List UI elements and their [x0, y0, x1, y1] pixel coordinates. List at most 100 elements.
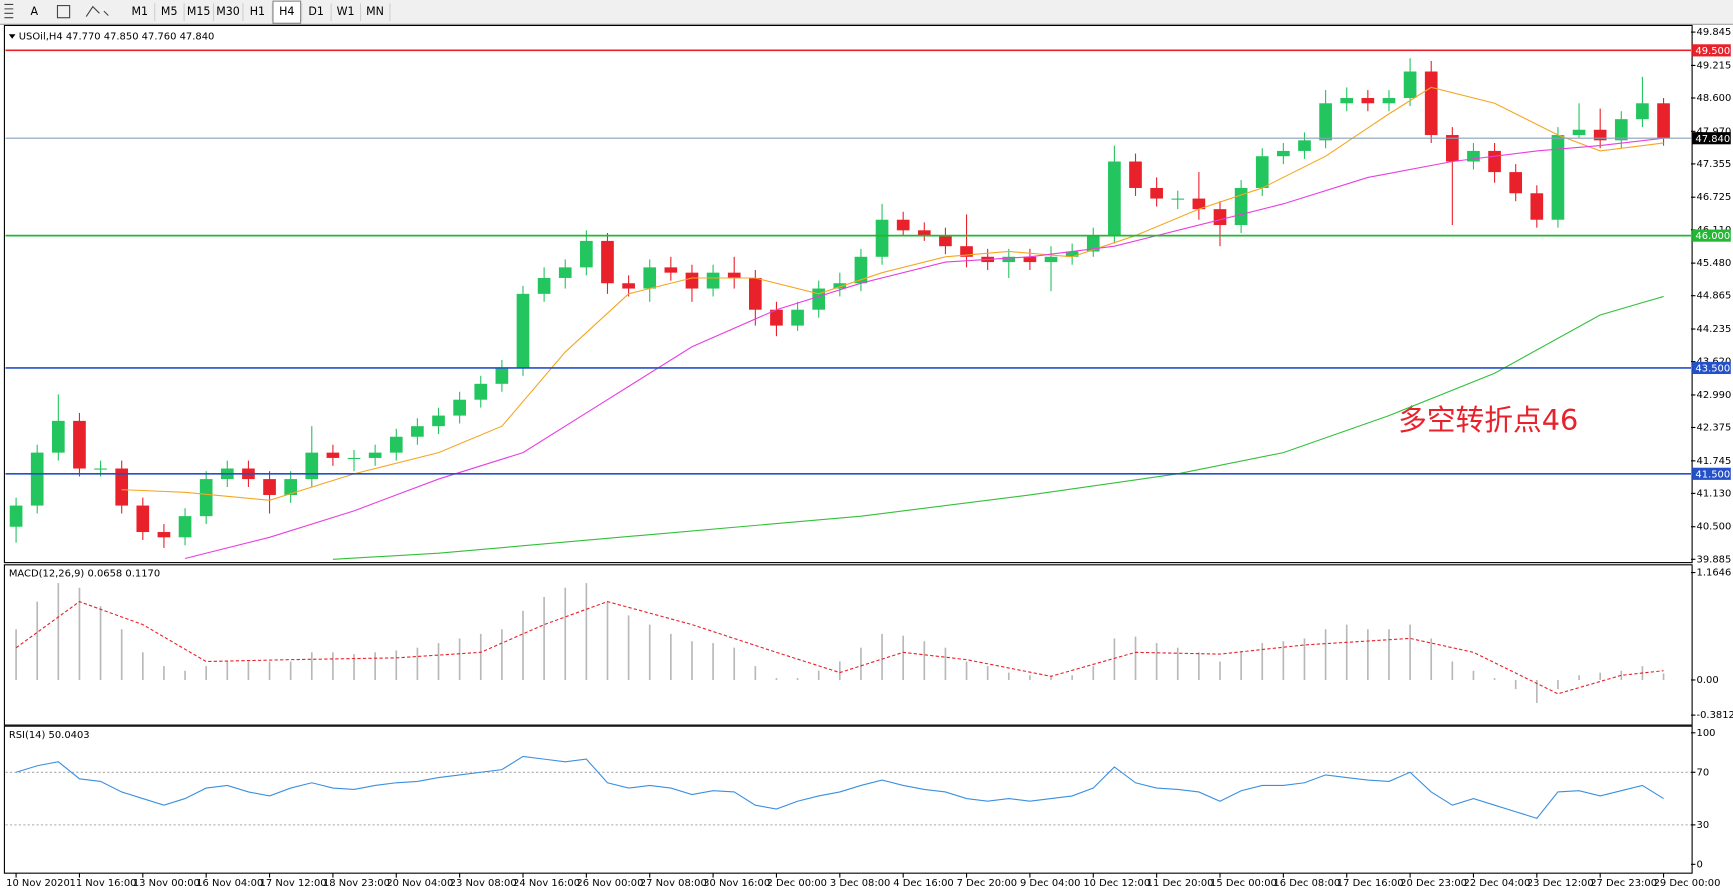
price-level-box	[1692, 467, 1731, 480]
candle-body	[1129, 161, 1142, 188]
candle-body	[1551, 135, 1565, 220]
candle-body	[115, 468, 129, 506]
y-tick-label: 40.500	[1697, 522, 1732, 533]
timeframe-button[interactable]: H4	[279, 5, 294, 18]
y-tick-label: 47.355	[1697, 159, 1732, 170]
timeframe-button[interactable]: M15	[187, 5, 211, 18]
x-tick-label: 20 Nov 04:00	[386, 878, 453, 889]
tool-button[interactable]: A	[30, 5, 38, 18]
candle-body	[453, 399, 466, 416]
price-level-box	[1692, 44, 1731, 57]
y-tick-label: 47.970	[1697, 126, 1732, 137]
y-tick-label: 70	[1697, 767, 1710, 778]
candle-body	[960, 246, 973, 257]
candle-body	[1636, 103, 1649, 120]
candle-body	[284, 479, 297, 495]
candle-body	[1065, 251, 1079, 257]
toolbar-icons	[4, 3, 109, 19]
crosshair-icon[interactable]	[4, 3, 14, 19]
rsi-line	[15, 755, 1664, 819]
x-tick-label: 11 Dec 20:00	[1147, 878, 1214, 889]
x-tick-label: 15 Dec 00:00	[1210, 878, 1277, 889]
y-tick-label: 100	[1697, 728, 1716, 739]
y-tick-label: 0.00	[1697, 675, 1719, 686]
candle-body	[389, 436, 403, 453]
y-tick-label: 42.375	[1697, 422, 1732, 433]
price-level-label: 47.840	[1695, 134, 1730, 145]
candle-body	[495, 367, 509, 384]
active-timeframe[interactable]	[272, 0, 302, 24]
y-tick-label: 41.130	[1697, 488, 1732, 499]
x-tick-label: 10 Dec 12:00	[1083, 878, 1150, 889]
y-tick-label: -0.3812	[1697, 710, 1733, 721]
candle-body	[178, 516, 192, 538]
timeframe-button[interactable]: M30	[216, 5, 240, 18]
candle-body	[1277, 150, 1290, 157]
timeframe-button[interactable]: M5	[161, 5, 178, 18]
candle-body	[664, 267, 678, 273]
timeframe-button[interactable]: D1	[308, 5, 324, 18]
candle-body	[875, 219, 889, 257]
price-level-box	[1692, 229, 1731, 242]
candle-body	[1023, 256, 1037, 263]
candle-body	[643, 267, 657, 289]
y-tick-label: 39.885	[1697, 554, 1732, 565]
x-tick-label: 4 Dec 16:00	[893, 878, 954, 889]
candle-body	[30, 452, 44, 506]
candle-body	[1319, 103, 1332, 141]
candle-body	[1572, 129, 1586, 136]
shapes-icon[interactable]	[85, 5, 109, 17]
x-tick-label: 23 Nov 08:00	[450, 878, 517, 889]
candle-body	[1382, 97, 1396, 104]
candle-body	[1340, 97, 1354, 104]
x-tick-label: 7 Dec 20:00	[957, 878, 1018, 889]
candle-body	[1424, 71, 1438, 136]
x-tick-label: 29 Dec 00:00	[1654, 878, 1721, 889]
timeframe-button[interactable]: W1	[337, 5, 355, 18]
collapse-arrow[interactable]	[8, 34, 16, 39]
macd-title: MACD(12,26,9) 0.0658 0.1170	[9, 569, 160, 580]
candle-body	[516, 293, 530, 368]
x-tick-label: 13 Nov 00:00	[133, 878, 200, 889]
candle-body	[73, 420, 86, 469]
candle-body	[1150, 187, 1163, 199]
price-level-box	[1692, 361, 1731, 375]
text-label-icon[interactable]	[56, 5, 71, 19]
candle-body	[854, 256, 868, 284]
candle-body	[1361, 97, 1375, 104]
candle-body	[748, 277, 762, 310]
x-tick-label: 27 Nov 08:00	[640, 878, 707, 889]
candle-body	[1467, 150, 1480, 162]
candle-body	[896, 219, 910, 231]
price-level-label: 43.500	[1695, 363, 1730, 374]
price-level-label: 41.500	[1695, 469, 1730, 480]
candle-body	[1171, 198, 1185, 200]
timeframe-button[interactable]: MN	[366, 5, 384, 18]
candle-body	[1614, 119, 1628, 141]
candle-body	[1298, 140, 1311, 151]
rsi-panel	[3, 725, 1693, 874]
moving-average	[121, 86, 1664, 501]
candle-body	[685, 272, 699, 289]
candle-body	[1403, 71, 1417, 98]
candle-body	[1002, 256, 1016, 263]
y-tick-label: 49.215	[1697, 60, 1732, 71]
timeframe-button[interactable]: H1	[250, 5, 265, 18]
candle-body	[1086, 235, 1100, 252]
moving-average	[184, 137, 1664, 560]
candle-body	[9, 505, 23, 527]
x-tick-label: 30 Nov 16:00	[703, 878, 770, 889]
y-tick-label: 46.725	[1697, 192, 1732, 203]
candle-body	[833, 283, 847, 289]
x-tick-label: 23 Dec 12:00	[1527, 878, 1594, 889]
candle-body	[558, 267, 572, 278]
candle-body	[432, 415, 445, 427]
y-tick-label: 41.745	[1697, 456, 1732, 467]
timeframe-button[interactable]: M1	[132, 5, 149, 18]
x-tick-label: 17 Nov 12:00	[260, 878, 327, 889]
candle-body	[136, 505, 150, 533]
candle-body	[474, 383, 488, 400]
candle-body	[411, 426, 424, 437]
x-tick-label: 16 Dec 08:00	[1273, 878, 1340, 889]
price-level-label: 49.500	[1695, 46, 1730, 57]
